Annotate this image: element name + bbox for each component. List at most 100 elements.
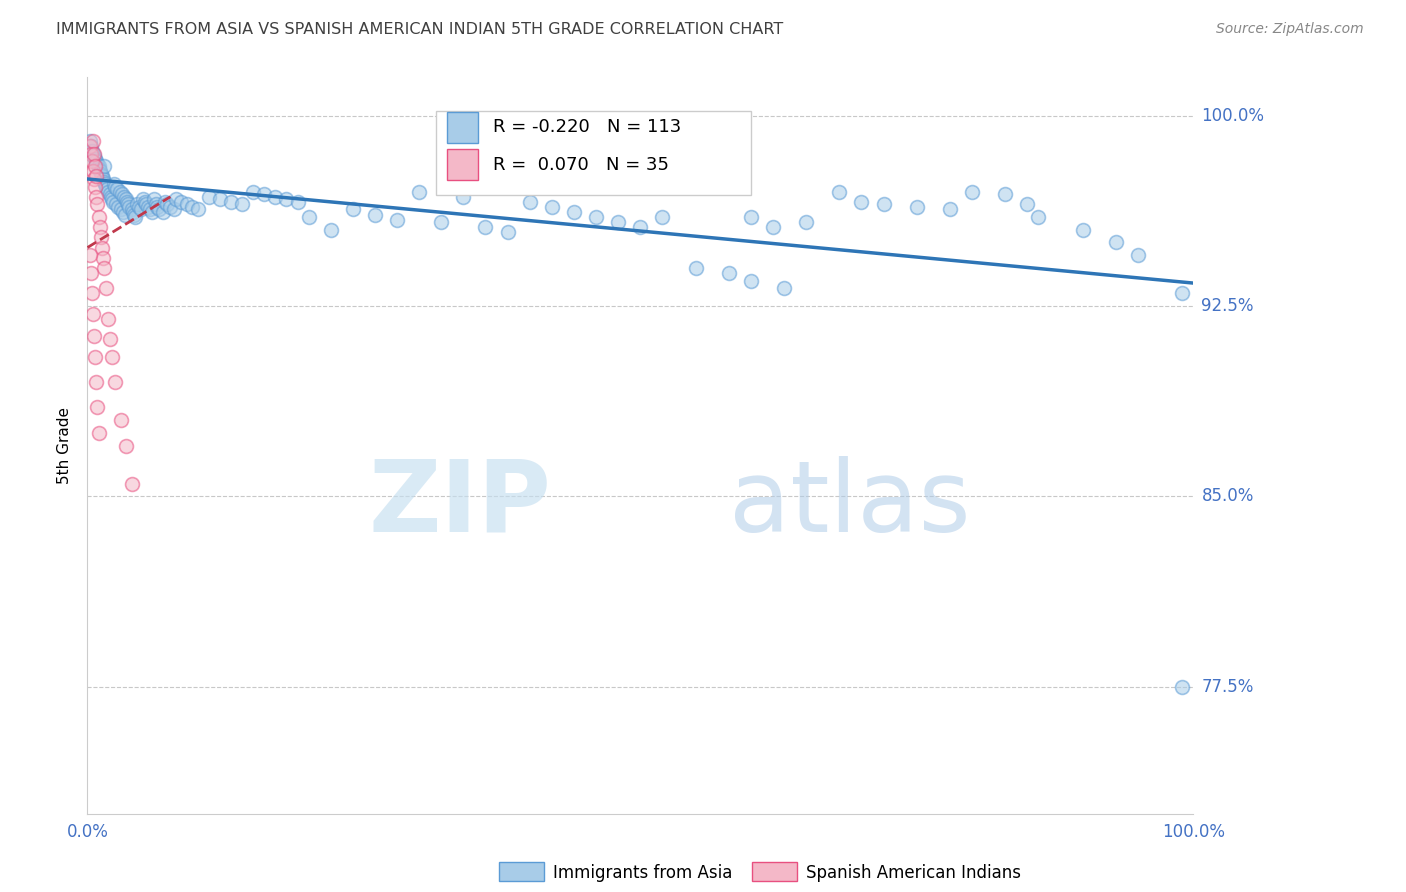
Point xyxy=(84,375,107,389)
Point xyxy=(112,190,135,204)
Text: Spanish American Indians: Spanish American Indians xyxy=(806,864,1021,882)
Point xyxy=(1105,235,1128,250)
Point xyxy=(80,154,103,169)
Point xyxy=(828,185,851,199)
Point xyxy=(98,187,121,202)
Point xyxy=(740,210,762,224)
Point xyxy=(84,350,107,364)
Point xyxy=(287,194,309,209)
Point xyxy=(79,139,101,153)
Point xyxy=(408,185,430,199)
Point xyxy=(80,266,103,280)
Point xyxy=(276,192,298,206)
Text: ZIP: ZIP xyxy=(368,456,551,553)
Point xyxy=(141,205,163,219)
Point xyxy=(89,220,111,235)
Point xyxy=(91,172,114,186)
Point xyxy=(198,190,221,204)
Point xyxy=(84,159,107,173)
Point xyxy=(89,164,111,178)
Point xyxy=(104,375,127,389)
Text: atlas: atlas xyxy=(728,456,970,553)
Point xyxy=(82,134,104,148)
Point xyxy=(474,220,496,235)
Point xyxy=(342,202,364,217)
Point xyxy=(84,154,107,169)
Point xyxy=(430,215,453,229)
Point xyxy=(187,202,209,217)
Point xyxy=(219,194,242,209)
Point xyxy=(165,192,187,206)
Text: Immigrants from Asia: Immigrants from Asia xyxy=(553,864,733,882)
FancyBboxPatch shape xyxy=(447,112,478,143)
Text: 85.0%: 85.0% xyxy=(1202,487,1254,505)
Point xyxy=(773,281,796,295)
Point xyxy=(148,202,170,217)
Point xyxy=(453,190,475,204)
Point xyxy=(84,152,107,166)
Point xyxy=(115,192,138,206)
Point xyxy=(101,350,124,364)
Point xyxy=(83,146,105,161)
Point xyxy=(117,194,139,209)
Text: 92.5%: 92.5% xyxy=(1202,297,1254,315)
Point xyxy=(79,248,101,262)
Point xyxy=(98,332,121,346)
Point xyxy=(104,179,127,194)
Point xyxy=(142,192,165,206)
Point xyxy=(364,207,387,221)
Point xyxy=(87,159,110,173)
Point xyxy=(762,220,785,235)
Point xyxy=(87,210,110,224)
Point xyxy=(1017,197,1039,211)
Point xyxy=(110,413,132,427)
Point xyxy=(90,230,112,244)
Point xyxy=(121,476,143,491)
Point xyxy=(685,260,707,275)
Point xyxy=(176,197,198,211)
Point xyxy=(83,329,105,343)
Point xyxy=(111,205,134,219)
Point xyxy=(1171,286,1194,301)
Text: 100.0%: 100.0% xyxy=(1202,106,1264,125)
Point xyxy=(79,134,101,148)
Point xyxy=(159,200,181,214)
Point xyxy=(297,210,319,224)
FancyBboxPatch shape xyxy=(447,149,478,180)
Point xyxy=(90,167,112,181)
Point xyxy=(93,260,115,275)
Point xyxy=(82,146,104,161)
Point xyxy=(80,139,103,153)
Point xyxy=(905,200,928,214)
Point xyxy=(87,161,110,176)
Point xyxy=(110,202,132,217)
Text: Source: ZipAtlas.com: Source: ZipAtlas.com xyxy=(1216,22,1364,37)
Point xyxy=(118,200,141,214)
Point xyxy=(134,194,156,209)
Point xyxy=(127,197,149,211)
Point xyxy=(90,240,112,254)
Point xyxy=(851,194,873,209)
Point xyxy=(101,192,124,206)
Point xyxy=(80,144,103,158)
Y-axis label: 5th Grade: 5th Grade xyxy=(58,407,72,484)
Text: R =  0.070   N = 35: R = 0.070 N = 35 xyxy=(494,155,669,174)
Point xyxy=(86,197,108,211)
Text: IMMIGRANTS FROM ASIA VS SPANISH AMERICAN INDIAN 5TH GRADE CORRELATION CHART: IMMIGRANTS FROM ASIA VS SPANISH AMERICAN… xyxy=(56,22,783,37)
Point xyxy=(87,425,110,440)
Point xyxy=(101,194,124,209)
Point xyxy=(132,192,155,206)
Point xyxy=(124,210,146,224)
Point xyxy=(82,306,104,320)
Point xyxy=(385,212,408,227)
Point xyxy=(117,197,139,211)
Point xyxy=(156,197,179,211)
Point xyxy=(264,190,287,204)
Point xyxy=(717,266,740,280)
Point xyxy=(86,157,108,171)
Point xyxy=(153,194,176,209)
Point xyxy=(496,225,519,239)
Point xyxy=(128,200,150,214)
Point xyxy=(105,197,128,211)
Point xyxy=(939,202,962,217)
